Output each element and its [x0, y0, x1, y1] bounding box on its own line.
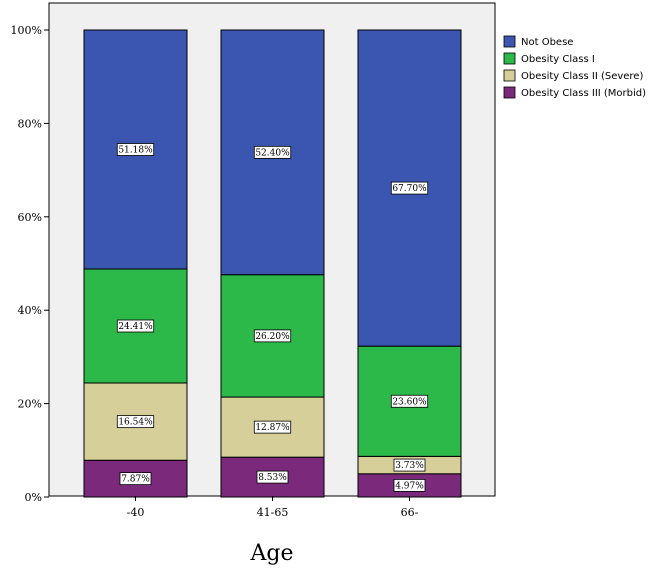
x-tick-label: 41-65	[257, 506, 289, 519]
data-label-box	[253, 145, 292, 159]
data-label: 16.54%	[118, 418, 153, 428]
x-axis: -40 41-65 66-	[127, 496, 419, 519]
data-label-box	[393, 478, 426, 492]
data-label: 26.20%	[255, 332, 290, 342]
legend-label: Obesity Class II (Severe)	[521, 71, 643, 82]
legend-swatch	[503, 35, 516, 48]
y-tick-label: 60%	[18, 211, 42, 224]
legend-swatch	[503, 69, 516, 82]
y-tick-label: 0%	[25, 491, 42, 504]
data-label: 52.40%	[255, 148, 290, 158]
data-label-box	[390, 394, 429, 408]
legend: Not Obese Obesity Class I Obesity Class II…	[503, 35, 646, 99]
data-label: 7.87%	[121, 475, 150, 485]
data-label: 8.53%	[258, 473, 287, 483]
x-tick-label: -40	[127, 506, 145, 519]
bars-group: 7.87% 16.54% 24.41% 51.18% 8.53% 12.87% 26.20%…	[83, 29, 462, 498]
legend-label: Obesity Class I	[521, 54, 595, 65]
data-label: 4.97%	[395, 481, 424, 491]
legend-swatch	[503, 52, 516, 65]
x-tick-label: 66-	[401, 506, 419, 519]
data-label: 51.18%	[118, 146, 153, 156]
legend-swatch	[503, 86, 516, 99]
y-axis: 0% 20% 40% 60% 80% 100%	[11, 24, 49, 504]
y-tick-label: 40%	[18, 304, 42, 317]
data-label: 3.73%	[395, 461, 424, 471]
y-tick-label: 100%	[11, 24, 42, 37]
data-label: 12.87%	[255, 423, 290, 433]
data-label-box	[116, 319, 155, 333]
legend-label: Not Obese	[521, 37, 573, 48]
x-axis-title: Age	[250, 541, 294, 566]
data-label-box	[253, 329, 292, 343]
data-label-box	[393, 458, 426, 472]
data-label-box	[119, 472, 152, 486]
data-label-box	[256, 470, 289, 484]
data-label: 24.41%	[118, 322, 153, 332]
data-label-box	[116, 143, 155, 156]
data-label-box	[253, 420, 292, 434]
y-tick-label: 20%	[18, 398, 42, 411]
legend-label: Obesity Class III (Morbid)	[521, 88, 646, 99]
data-label: 67.70%	[392, 184, 427, 194]
y-tick-label: 80%	[18, 117, 42, 130]
data-label-box	[390, 181, 429, 195]
data-label-box	[116, 415, 155, 429]
data-label: 23.60%	[392, 397, 427, 407]
